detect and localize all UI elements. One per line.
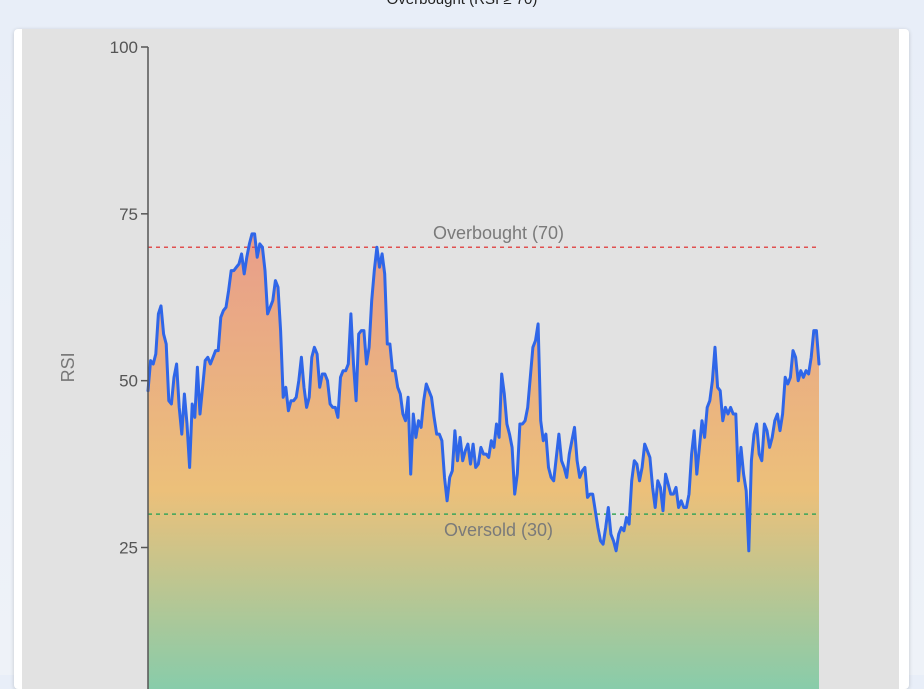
y-axis-title: RSI bbox=[58, 352, 78, 382]
rsi-area-fill bbox=[148, 233, 819, 689]
y-axis-ticks: 100 75 50 25 bbox=[110, 38, 148, 558]
chart-card: 100 75 50 25 Overbought (70) Oversold (30) … bbox=[14, 29, 909, 689]
chart-caption: Overbought (RSI ≥ 70) bbox=[0, 0, 924, 8]
y-tick-label: 25 bbox=[119, 539, 138, 558]
y-tick-label: 75 bbox=[119, 205, 138, 224]
rsi-series-line bbox=[146, 232, 821, 553]
overbought-label: Overbought (70) bbox=[433, 223, 564, 243]
y-tick-label: 50 bbox=[119, 372, 138, 391]
y-tick-label: 100 bbox=[110, 38, 138, 57]
oversold-label: Oversold (30) bbox=[444, 520, 553, 540]
